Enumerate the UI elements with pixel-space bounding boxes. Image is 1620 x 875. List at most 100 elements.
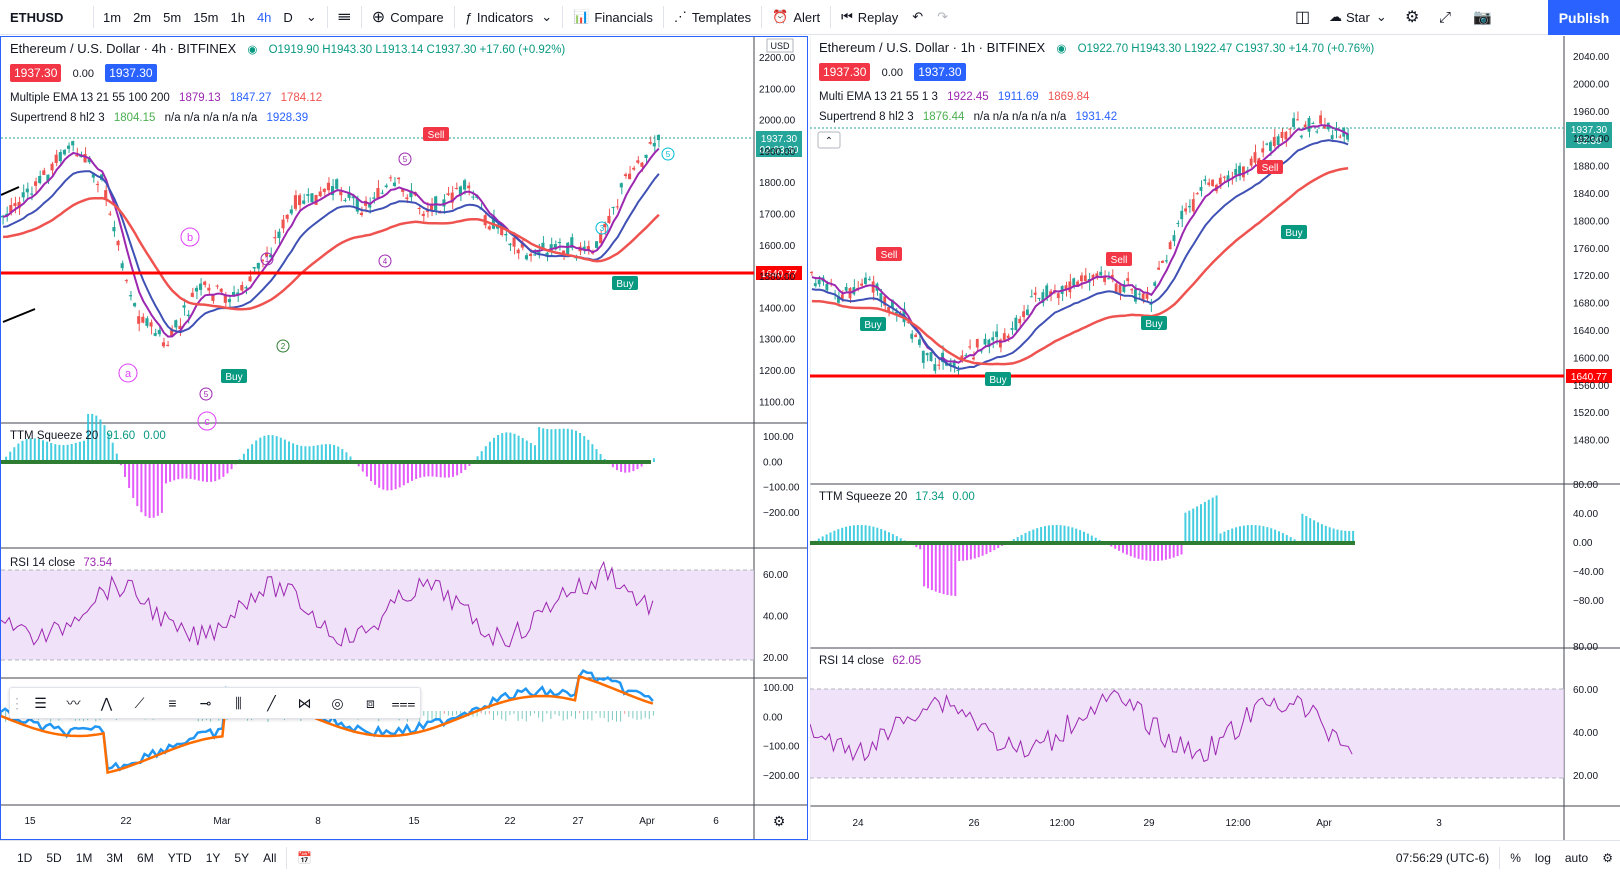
- trend-line[interactable]: [1, 186, 20, 196]
- range-1y[interactable]: 1Y: [205, 851, 221, 865]
- gear-icon[interactable]: ⚙: [773, 814, 786, 830]
- collapse-legend-button[interactable]: [817, 131, 841, 149]
- right-chart-panel[interactable]: 1640.77 1937.30 03:30 2040.00 2000.00 1960…: [810, 36, 1620, 840]
- fullscreen-button[interactable]: ⤢: [1432, 0, 1458, 35]
- ema-value-2: 1847.27: [229, 92, 272, 104]
- range-1m[interactable]: 1M: [75, 851, 93, 865]
- financials-button[interactable]: 📊 Financials: [566, 0, 660, 35]
- right-price-axis[interactable]: 2040.00 2000.00 1960.00 1920.00 1880.00 1840.…: [1573, 52, 1610, 782]
- alert-button[interactable]: ⏰ Alert: [765, 0, 827, 35]
- go-to-date-button[interactable]: 📅: [290, 851, 319, 865]
- range-1d[interactable]: 1D: [17, 851, 33, 865]
- timeframe-dropdown[interactable]: ⌄: [299, 0, 324, 35]
- channel-icon[interactable]: ⧈: [366, 694, 375, 711]
- candle-body: [1288, 128, 1292, 130]
- timeframe-d[interactable]: D: [283, 9, 293, 25]
- publish-button[interactable]: Publish: [1548, 0, 1620, 35]
- candle-body: [133, 303, 137, 307]
- range-all[interactable]: All: [263, 851, 277, 865]
- clock-display[interactable]: 07:56:29 (UTC-6): [1395, 851, 1490, 865]
- left-price-axis[interactable]: 2200.00 2100.00 2000.00 1900.00 1800.00 1700.…: [759, 53, 800, 782]
- price-tick-label: 1900.00: [759, 147, 796, 158]
- vertical-lines-icon[interactable]: ⫼: [235, 694, 242, 711]
- layout-button[interactable]: ◫: [1288, 0, 1317, 35]
- ttm-bar: [411, 462, 413, 481]
- ttm-bar: [165, 462, 167, 484]
- range-6m[interactable]: 6M: [137, 851, 154, 865]
- price-tick-label: 60.00: [1573, 685, 1598, 696]
- symbol-search[interactable]: ETHUSD: [10, 9, 64, 25]
- settings-button[interactable]: ⚙: [1398, 0, 1426, 35]
- left-chart-title[interactable]: Ethereum / U.S. Dollar · 4h · BITFINEX: [10, 41, 237, 56]
- trend-line-icon[interactable]: ⟋: [134, 694, 145, 711]
- horizontal-lines-icon[interactable]: ☰: [34, 694, 47, 711]
- range-5y[interactable]: 5Y: [234, 851, 250, 865]
- timeframe-1h[interactable]: 1h: [230, 9, 245, 25]
- range-5d[interactable]: 5D: [46, 851, 62, 865]
- ttm-legend[interactable]: TTM Squeeze 20 91.60 0.00: [10, 430, 166, 442]
- line-tool-icon[interactable]: ╱: [267, 694, 276, 711]
- sell-price-button[interactable]: 1937.30: [819, 63, 871, 81]
- ttm-bar: [169, 462, 172, 482]
- supertrend-legend[interactable]: Supertrend 8 hl2 3 1876.44 n/a n/a n/a n…: [819, 110, 1117, 124]
- log-toggle[interactable]: log: [1534, 851, 1551, 865]
- timeframe-5m[interactable]: 5m: [163, 9, 182, 25]
- ttm-bar: [435, 462, 438, 477]
- pitchfork-icon[interactable]: ⋈: [297, 694, 312, 711]
- candle-body: [384, 185, 388, 188]
- buy-price-button[interactable]: 1937.30: [105, 64, 157, 82]
- layout-name-button[interactable]: ☁ Star ⌄: [1322, 0, 1394, 35]
- horizontal-ray-icon[interactable]: ⊸: [199, 694, 212, 711]
- candle-body: [1091, 274, 1095, 279]
- auto-toggle[interactable]: auto: [1564, 851, 1589, 865]
- scale-settings-button[interactable]: ⚙: [1595, 851, 1620, 865]
- timeframe-15m[interactable]: 15m: [193, 9, 219, 25]
- alert-label: Alert: [793, 9, 821, 25]
- candle-body: [948, 363, 952, 365]
- ttm-bar: [210, 462, 213, 482]
- compare-button[interactable]: ⊕ Compare: [365, 0, 451, 35]
- left-chart-canvas[interactable]: 1640.77 1937.30 02:03:30 USD 2200.002100…: [1, 37, 807, 839]
- ttm-bar: [91, 413, 94, 462]
- ema-legend[interactable]: Multiple EMA 13 21 55 100 200 1879.13 18…: [10, 91, 322, 105]
- trend-line[interactable]: [2, 308, 36, 323]
- supertrend-legend[interactable]: Supertrend 8 hl2 3 1804.15 n/a n/a n/a n…: [10, 111, 308, 125]
- currency-box[interactable]: [766, 38, 794, 53]
- left-chart-panel[interactable]: 1640.77 1937.30 02:03:30 USD 2200.00 2100…: [0, 36, 808, 840]
- undo-button[interactable]: ↶: [905, 0, 930, 35]
- range-3m[interactable]: 3M: [106, 851, 124, 865]
- templates-button[interactable]: ⋰ Templates: [667, 0, 758, 35]
- right-time-axis[interactable]: 24 26 12:00 29 12:00 Apr 3: [852, 818, 1442, 829]
- rsi-legend[interactable]: RSI 14 close 62.05: [819, 655, 921, 667]
- snapshot-button[interactable]: 📷: [1466, 0, 1499, 35]
- supertrend-label: Supertrend 8 hl2 3: [10, 112, 105, 124]
- ttm-bar: [456, 462, 459, 476]
- replay-button[interactable]: ⏮ Replay: [834, 0, 905, 35]
- fib-icon[interactable]: ≡: [168, 695, 177, 711]
- left-time-axis[interactable]: 15 22 Mar 8 15 22 27 Apr 6: [24, 816, 719, 827]
- range-ytd[interactable]: YTD: [167, 851, 192, 865]
- ttm-bar: [1289, 537, 1292, 543]
- right-chart-canvas[interactable]: 1640.77 1937.30 03:30 2040.00 2000.00 1960…: [810, 36, 1620, 840]
- percent-toggle[interactable]: %: [1510, 851, 1521, 865]
- redo-button[interactable]: ↷: [930, 0, 955, 35]
- spiral-icon[interactable]: ◎: [331, 694, 344, 711]
- ema-legend[interactable]: Multi EMA 13 21 55 1 3 1922.45 1911.69 1…: [819, 90, 1089, 104]
- ttm-bar: [255, 440, 258, 462]
- right-chart-title[interactable]: Ethereum / U.S. Dollar · 1h · BITFINEX: [819, 40, 1046, 55]
- timeframe-2m[interactable]: 2m: [133, 9, 152, 25]
- divider: [830, 6, 832, 28]
- pattern-icon[interactable]: 〰: [66, 695, 81, 711]
- chart-type-button[interactable]: 𝍢: [331, 0, 358, 35]
- drag-handle-icon[interactable]: ⋮: [10, 694, 24, 711]
- rsi-legend[interactable]: RSI 14 close 73.54: [10, 557, 112, 569]
- sell-price-button[interactable]: 1937.30: [10, 64, 62, 82]
- timeframe-1m[interactable]: 1m: [103, 9, 122, 25]
- timeframe-4h[interactable]: 4h: [256, 9, 272, 25]
- ranges-icon[interactable]: ⩶: [391, 694, 416, 711]
- buy-price-button[interactable]: 1937.30: [914, 63, 966, 81]
- abc-pattern-icon[interactable]: ⋀: [100, 694, 113, 711]
- indicators-button[interactable]: ƒ Indicators ⌄: [458, 0, 560, 35]
- ttm-bar: [1336, 529, 1339, 543]
- ttm-legend[interactable]: TTM Squeeze 20 17.34 0.00: [819, 491, 975, 503]
